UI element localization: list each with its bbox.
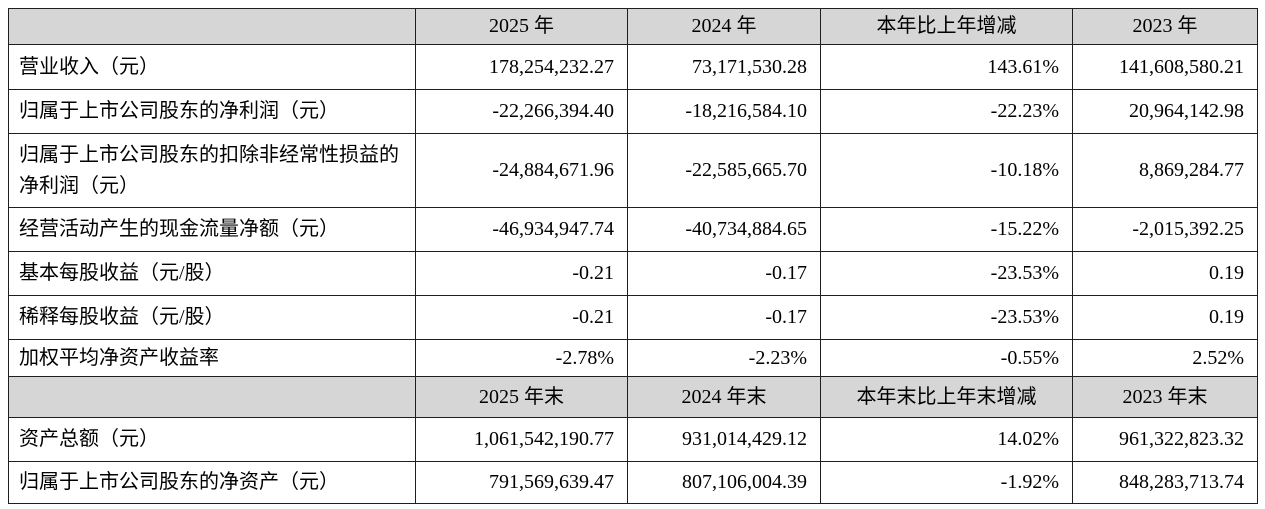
value-cell-2025: -0.21 bbox=[415, 295, 628, 340]
value-cell-2023: 0.19 bbox=[1072, 251, 1258, 296]
row-label-cell: 资产总额（元） bbox=[8, 417, 416, 462]
value-cell-yoy: -1.92% bbox=[820, 461, 1073, 504]
value-cell-2025: -0.21 bbox=[415, 251, 628, 296]
row-label-cell: 归属于上市公司股东的净利润（元） bbox=[8, 89, 416, 134]
value-cell-2023: 20,964,142.98 bbox=[1072, 89, 1258, 134]
value-cell-2023: 848,283,713.74 bbox=[1072, 461, 1258, 504]
value-cell-yoy: -23.53% bbox=[820, 251, 1073, 296]
table-row-weighted-avg-roe: 加权平均净资产收益率 -2.78% -2.23% -0.55% 2.52% bbox=[8, 339, 1258, 377]
value-cell-2025: 791,569,639.47 bbox=[415, 461, 628, 504]
period-header-2023: 2023 年 bbox=[1072, 8, 1258, 45]
value-cell-2024: -0.17 bbox=[627, 295, 821, 340]
value-cell-2023: 0.19 bbox=[1072, 295, 1258, 340]
row-label-cell bbox=[8, 8, 416, 45]
value-cell-2023: 961,322,823.32 bbox=[1072, 417, 1258, 462]
value-cell-2024: -18,216,584.10 bbox=[627, 89, 821, 134]
table-row-diluted-eps: 稀释每股收益（元/股） -0.21 -0.17 -23.53% 0.19 bbox=[8, 295, 1258, 340]
period-header-2024: 2024 年 bbox=[627, 8, 821, 45]
table-row-net-profit: 归属于上市公司股东的净利润（元） -22,266,394.40 -18,216,… bbox=[8, 89, 1258, 134]
table-row-net-assets: 归属于上市公司股东的净资产（元） 791,569,639.47 807,106,… bbox=[8, 461, 1258, 504]
value-cell-yoy: -0.55% bbox=[820, 339, 1073, 377]
table-row-total-assets: 资产总额（元） 1,061,542,190.77 931,014,429.12 … bbox=[8, 417, 1258, 462]
table-row-net-profit-excl-nonrecurring: 归属于上市公司股东的扣除非经常性损益的净利润（元） -24,884,671.96… bbox=[8, 133, 1258, 208]
value-cell-2024: -2.23% bbox=[627, 339, 821, 377]
period-header-2025: 2025 年 bbox=[415, 8, 628, 45]
row-label-cell: 归属于上市公司股东的净资产（元） bbox=[8, 461, 416, 504]
financial-summary-table: 2025 年 2024 年 本年比上年增减 2023 年 营业收入（元） 178… bbox=[8, 8, 1258, 504]
value-cell-2025: -2.78% bbox=[415, 339, 628, 377]
period-header-row-year-end: 2025 年末 2024 年末 本年末比上年末增减 2023 年末 bbox=[8, 376, 1258, 418]
table-row-basic-eps: 基本每股收益（元/股） -0.21 -0.17 -23.53% 0.19 bbox=[8, 251, 1258, 296]
period-header-year-end-change: 本年末比上年末增减 bbox=[820, 376, 1073, 418]
value-cell-yoy: 14.02% bbox=[820, 417, 1073, 462]
period-header-2025-end: 2025 年末 bbox=[415, 376, 628, 418]
value-cell-2024: -40,734,884.65 bbox=[627, 207, 821, 252]
value-cell-2024: 73,171,530.28 bbox=[627, 44, 821, 90]
table-row-revenue: 营业收入（元） 178,254,232.27 73,171,530.28 143… bbox=[8, 44, 1258, 90]
table-row-operating-cash-flow: 经营活动产生的现金流量净额（元） -46,934,947.74 -40,734,… bbox=[8, 207, 1258, 252]
value-cell-2024: -22,585,665.70 bbox=[627, 133, 821, 208]
value-cell-yoy: 143.61% bbox=[820, 44, 1073, 90]
row-label-cell: 归属于上市公司股东的扣除非经常性损益的净利润（元） bbox=[8, 133, 416, 208]
value-cell-2023: 141,608,580.21 bbox=[1072, 44, 1258, 90]
value-cell-2023: 8,869,284.77 bbox=[1072, 133, 1258, 208]
value-cell-2025: 178,254,232.27 bbox=[415, 44, 628, 90]
period-header-row-annual: 2025 年 2024 年 本年比上年增减 2023 年 bbox=[8, 8, 1258, 45]
value-cell-2025: 1,061,542,190.77 bbox=[415, 417, 628, 462]
period-header-yoy-change: 本年比上年增减 bbox=[820, 8, 1073, 45]
value-cell-2025: -22,266,394.40 bbox=[415, 89, 628, 134]
value-cell-yoy: -15.22% bbox=[820, 207, 1073, 252]
period-header-2023-end: 2023 年末 bbox=[1072, 376, 1258, 418]
value-cell-yoy: -10.18% bbox=[820, 133, 1073, 208]
row-label-cell: 加权平均净资产收益率 bbox=[8, 339, 416, 377]
value-cell-2025: -46,934,947.74 bbox=[415, 207, 628, 252]
row-label-cell: 营业收入（元） bbox=[8, 44, 416, 90]
value-cell-yoy: -22.23% bbox=[820, 89, 1073, 134]
value-cell-2025: -24,884,671.96 bbox=[415, 133, 628, 208]
row-label-cell bbox=[8, 376, 416, 418]
row-label-cell: 经营活动产生的现金流量净额（元） bbox=[8, 207, 416, 252]
value-cell-yoy: -23.53% bbox=[820, 295, 1073, 340]
value-cell-2024: 807,106,004.39 bbox=[627, 461, 821, 504]
value-cell-2023: 2.52% bbox=[1072, 339, 1258, 377]
row-label-cell: 稀释每股收益（元/股） bbox=[8, 295, 416, 340]
row-label-cell: 基本每股收益（元/股） bbox=[8, 251, 416, 296]
value-cell-2023: -2,015,392.25 bbox=[1072, 207, 1258, 252]
period-header-2024-end: 2024 年末 bbox=[627, 376, 821, 418]
value-cell-2024: -0.17 bbox=[627, 251, 821, 296]
value-cell-2024: 931,014,429.12 bbox=[627, 417, 821, 462]
